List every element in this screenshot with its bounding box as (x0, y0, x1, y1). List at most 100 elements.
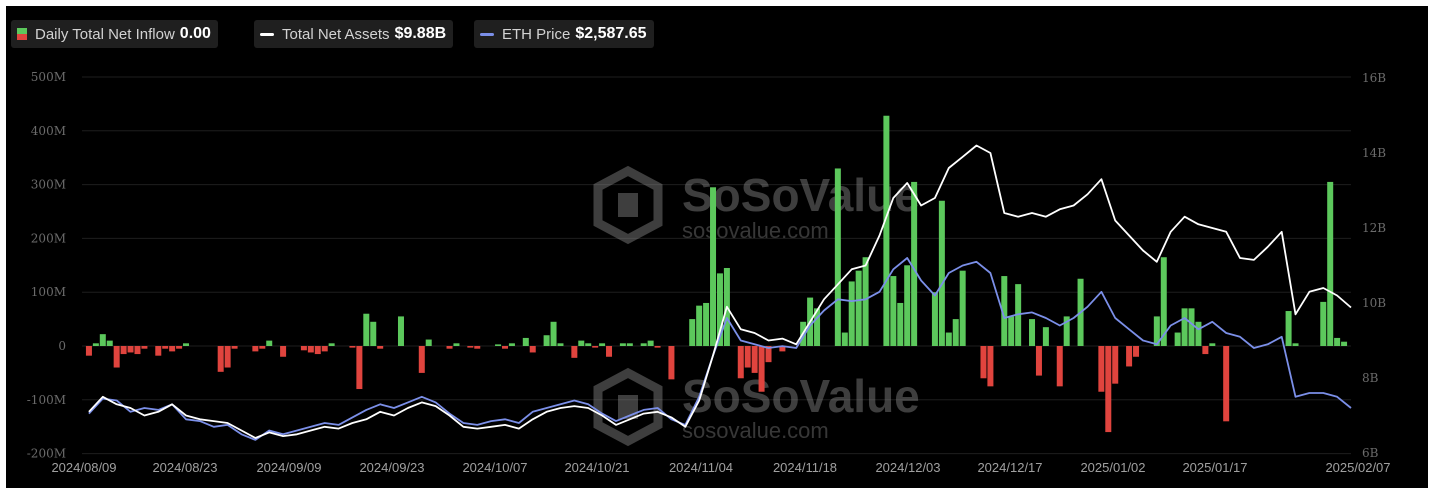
inflow-bar (418, 346, 425, 373)
inflow-bar (467, 346, 474, 348)
inflow-bar (606, 346, 613, 357)
inflow-bar (162, 346, 169, 349)
inflow-bar (904, 265, 911, 346)
eth-price-line (88, 257, 1352, 441)
inflow-bar (99, 334, 106, 346)
inflow-bar (349, 346, 356, 348)
y-left-tick-label: 200M (31, 231, 66, 245)
inflow-bar (397, 316, 404, 346)
inflow-bar (710, 187, 717, 346)
chart-panel: Daily Total Net Inflow 0.00 Total Net As… (6, 6, 1428, 488)
inflow-bar (578, 340, 585, 346)
inflow-bar (744, 346, 751, 368)
inflow-bar (1042, 327, 1049, 346)
y-right-tick-label: 12B (1362, 221, 1386, 235)
inflow-bar (550, 321, 557, 346)
inflow-bar (689, 319, 696, 346)
y-right-tick-label: 6B (1362, 446, 1379, 460)
inflow-bar (1001, 276, 1008, 346)
inflow-bar (716, 273, 723, 346)
inflow-bar (1160, 257, 1167, 346)
legend-eth-value: $2,587.65 (575, 25, 647, 42)
x-tick-label: 2024/12/03 (875, 460, 940, 475)
inflow-bar (446, 346, 453, 349)
inflow-bar (1195, 321, 1202, 346)
y-right-tick-label: 16B (1362, 71, 1386, 85)
inflow-bar (862, 257, 869, 346)
inflow-bar (737, 346, 744, 379)
x-tick-label: 2024/12/17 (977, 460, 1042, 475)
inflow-bar (931, 292, 938, 346)
x-tick-label: 2024/08/09 (51, 460, 116, 475)
inflow-bar (356, 346, 363, 390)
inflow-bar (1133, 346, 1140, 357)
inflow-bar (176, 346, 183, 349)
inflow-bar (959, 270, 966, 346)
inflow-bar (529, 346, 536, 353)
y-left-tick-label: 100M (31, 285, 66, 299)
inflow-bar (543, 335, 550, 346)
y-left-tick-label: 400M (31, 124, 66, 138)
inflow-bar (1008, 316, 1015, 346)
inflow-bar (911, 181, 918, 346)
inflow-bar (585, 343, 592, 346)
inflow-bar (1153, 316, 1160, 346)
inflow-bar (814, 308, 821, 346)
inflow-bar (647, 340, 654, 346)
inflow-bar (1063, 316, 1070, 346)
y-left-tick-label: 300M (31, 178, 66, 192)
eth-swatch-icon (480, 32, 494, 36)
watermark-brand: SoSoValue (682, 370, 920, 422)
total-net-assets-line (88, 144, 1352, 439)
inflow-bar (703, 302, 710, 346)
inflow-bar (474, 346, 481, 349)
x-tick-label: 2024/11/04 (669, 460, 733, 475)
inflow-bar (217, 346, 224, 372)
inflow-bar (259, 346, 266, 349)
watermark-url: sosovalue.com (682, 218, 829, 243)
inflow-bar (1209, 343, 1216, 346)
legend-eth[interactable]: ETH Price $2,587.65 (474, 20, 654, 48)
x-tick-label: 2024/09/09 (256, 460, 321, 475)
watermark-brand: SoSoValue (682, 169, 920, 221)
inflow-bar (1327, 181, 1334, 346)
x-tick-label: 2025/01/02 (1080, 460, 1145, 475)
inflow-bar (155, 346, 162, 356)
inflow-bar (113, 346, 120, 368)
inflow-bar (85, 346, 92, 356)
legend-assets[interactable]: Total Net Assets $9.88B (254, 20, 454, 48)
inflow-bar (183, 343, 190, 346)
inflow-bar (987, 346, 994, 387)
x-tick-label: 2025/02/07 (1325, 460, 1390, 475)
y-left-tick-label: -100M (27, 393, 66, 407)
inflow-bar (1098, 346, 1105, 392)
inflow-bar (502, 346, 508, 349)
inflow-bar (765, 346, 772, 363)
inflow-bar (897, 302, 904, 346)
y-left-tick-label: 0 (58, 339, 66, 353)
x-tick-label: 2024/11/18 (773, 460, 837, 475)
inflow-bar (952, 319, 959, 346)
inflow-bar (599, 343, 606, 346)
inflow-bar (696, 305, 703, 346)
inflow-bar (1181, 308, 1188, 346)
y-left-tick-label: 500M (31, 70, 66, 84)
inflow-bar (557, 343, 564, 346)
inflow-bar (938, 200, 945, 346)
inflow-bar (1292, 343, 1299, 346)
inflow-bar (508, 343, 515, 346)
inflow-bar (280, 346, 287, 357)
inflow-bar (169, 346, 176, 352)
inflow-bar (834, 168, 841, 346)
y-right-tick-label: 10B (1362, 296, 1386, 310)
inflow-bar (848, 281, 855, 346)
x-tick-label: 2024/08/23 (152, 460, 217, 475)
inflow-bar (980, 346, 987, 379)
inflow-bar (1035, 346, 1042, 376)
legend-inflow-label: Daily Total Net Inflow (35, 25, 175, 43)
inflow-bar (127, 346, 134, 353)
legend-inflow[interactable]: Daily Total Net Inflow 0.00 (11, 20, 218, 48)
inflow-bar (252, 346, 259, 352)
inflow-bar (890, 276, 897, 346)
inflow-bar (571, 346, 578, 358)
